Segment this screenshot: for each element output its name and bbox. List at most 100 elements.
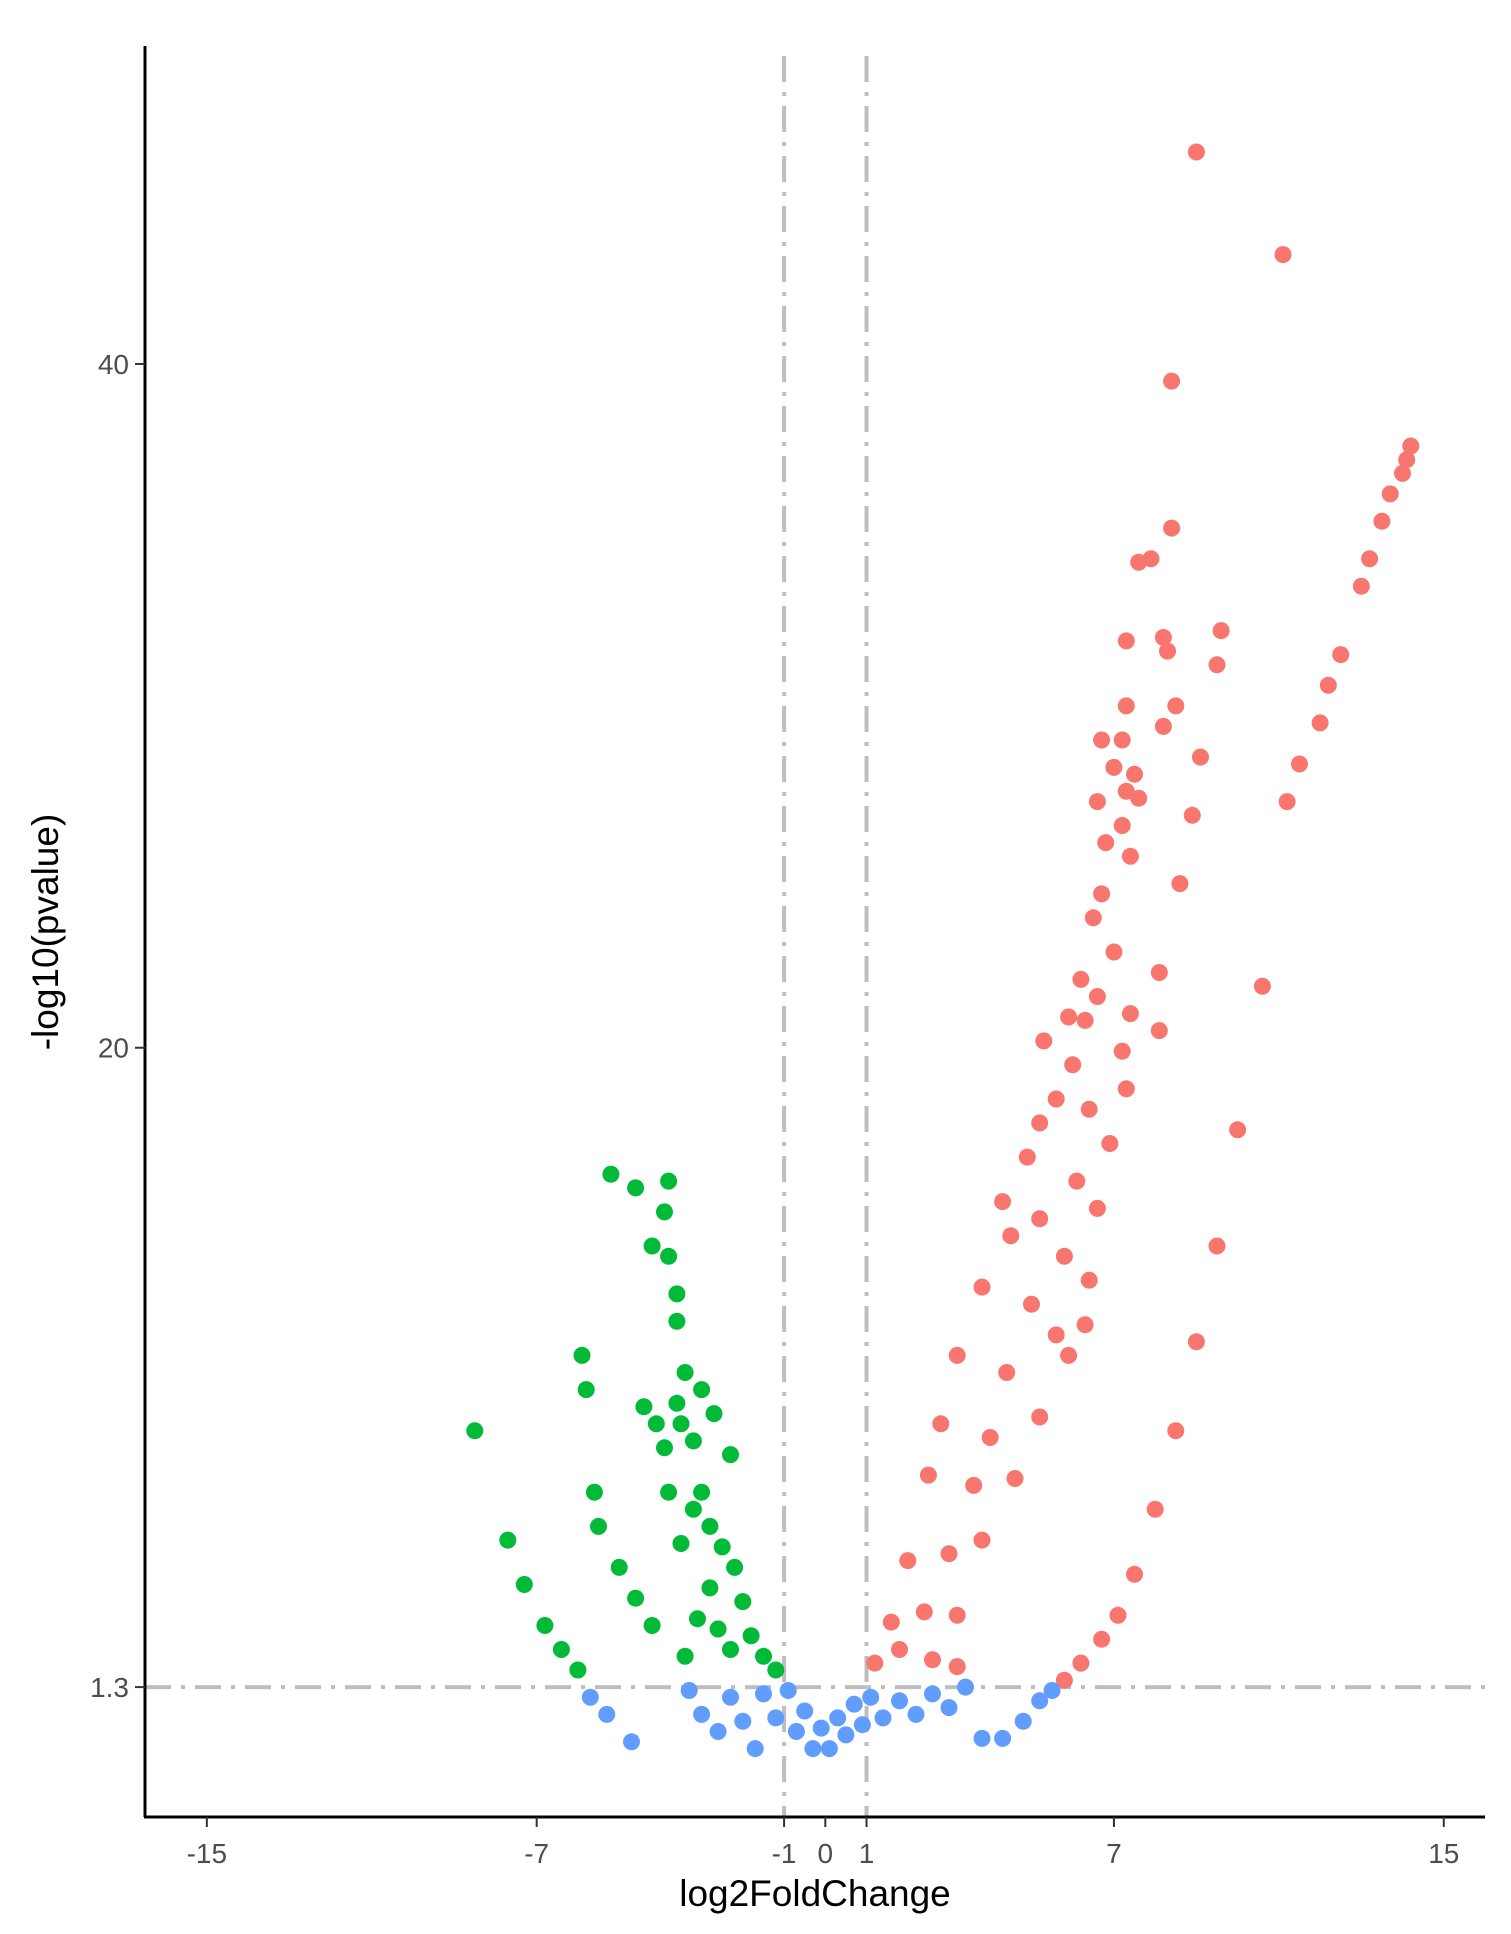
up-point [1113,817,1131,834]
up-point [882,1613,900,1631]
nonsig-point [779,1682,797,1699]
up-point [899,1552,917,1570]
up-point [1150,1022,1168,1040]
down-point [577,1381,595,1399]
nonsig-point [845,1695,863,1713]
nonsig-point [746,1740,764,1758]
down-point [552,1641,570,1658]
up-point [1332,646,1350,664]
nonsig-point [680,1682,698,1699]
x-tick-label: 7 [1106,1838,1122,1869]
up-point [965,1476,983,1494]
nonsig-point [722,1688,739,1706]
up-point [1146,1500,1164,1518]
up-point [915,1603,933,1621]
down-point [684,1432,702,1450]
nonsig-point [598,1705,616,1723]
x-tick-label: -7 [524,1838,549,1869]
x-tick-label: -1 [772,1838,797,1869]
up-point [1084,909,1102,927]
down-point [660,1172,678,1190]
nonsig-point [891,1692,908,1710]
up-point [1121,1005,1139,1023]
nonsig-point [1031,1692,1049,1710]
nonsig-point [829,1709,847,1727]
up-point [1093,885,1111,903]
down-point [693,1483,711,1501]
up-point [1154,717,1172,735]
threshold-lines [145,56,1485,1817]
up-point [1113,731,1131,749]
up-point [866,1654,884,1672]
down-point [660,1483,678,1501]
up-point [1072,1654,1090,1672]
down-point [705,1405,723,1423]
up-point [1047,1326,1065,1344]
nonsig-point [940,1699,958,1717]
nonsig-point [755,1685,772,1703]
up-point [1208,656,1226,674]
up-point [1192,748,1209,766]
up-point [891,1641,908,1658]
nonsig-point [820,1740,838,1758]
down-point [643,1237,661,1255]
nonsig-point [787,1723,805,1740]
y-tick-label: 1.3 [90,1672,129,1703]
up-point [919,1466,937,1484]
up-point [948,1658,966,1676]
x-tick-label: -15 [187,1838,227,1869]
nonsig-point [874,1709,892,1727]
up-point [1023,1295,1040,1313]
down-point [643,1617,661,1634]
y-axis-title: -log10(pvalue) [25,814,66,1051]
down-point [660,1247,678,1265]
down-point [610,1558,628,1576]
up-point [1187,143,1205,161]
up-point [1101,1135,1119,1152]
down-point [722,1446,739,1464]
nonsig-point [623,1733,640,1751]
up-point [932,1415,950,1433]
up-point [1117,697,1135,715]
up-point [1167,1422,1185,1440]
up-point [1159,642,1176,660]
up-point [1208,1237,1226,1255]
up-point [1212,622,1230,640]
x-axis-title: log2FoldChange [679,1873,951,1914]
down-point [668,1285,686,1303]
up-point [1018,1148,1036,1166]
down-point [627,1589,645,1607]
up-point [1142,550,1160,568]
up-point [1080,1100,1098,1118]
nonsig-point [907,1705,925,1723]
up-point [1093,1630,1111,1648]
down-point [656,1439,673,1457]
up-point [1088,1199,1106,1217]
up-point [973,1531,991,1549]
up-point [1130,789,1148,807]
axis-ticks: -15 -7 -1 0 1 7 15 1.3 20 40 [90,349,1459,1869]
nonsig-point [837,1726,855,1744]
up-point [1035,1032,1053,1050]
down-point [573,1346,591,1364]
nonsig-point [812,1719,830,1737]
up-point [1381,485,1399,503]
up-point [1047,1090,1065,1108]
up-point [1183,806,1201,824]
up-point [1064,1056,1082,1074]
nonsig-point [862,1688,880,1706]
down-point [668,1312,686,1330]
up-point [1055,1671,1073,1689]
down-point [742,1627,760,1645]
up-point [1253,977,1271,995]
up-point [1072,970,1090,988]
down-point [602,1165,620,1183]
x-tick-label: 0 [818,1838,834,1869]
up-point [1113,1042,1131,1060]
up-point [1088,988,1106,1005]
up-point [1076,1316,1094,1334]
down-point [755,1647,772,1665]
up-point [1088,793,1106,811]
up-point [924,1651,941,1669]
nonsig-point [796,1702,814,1720]
